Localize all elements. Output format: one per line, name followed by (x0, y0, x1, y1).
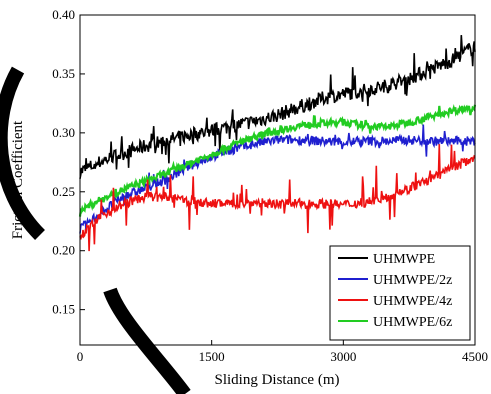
x-tick-label: 3000 (330, 349, 356, 364)
series-layer (78, 35, 477, 252)
y-tick-label: 0.40 (52, 7, 75, 22)
legend: UHMWPE UHMWPE/2z UHMWPE/4z UHMWPE/6z (329, 245, 471, 341)
plot-area (78, 35, 477, 252)
y-tick-label: 0.25 (52, 184, 75, 199)
legend-label-3: UHMWPE/4z (373, 294, 452, 309)
axes-frame (79, 14, 476, 346)
y-tick-label: 0.30 (52, 125, 75, 140)
legend-label-4: UHMWPE/6z (373, 315, 452, 330)
series-line-2 (79, 124, 476, 234)
y-axis-title: Friction Coefficient (10, 120, 26, 239)
watermark-graphic (0, 66, 191, 394)
y-axis: 0.15 0.20 0.25 0.30 0.35 0.40 (52, 7, 85, 317)
series-line-4 (78, 104, 477, 217)
legend-box (329, 245, 471, 341)
legend-label-1: UHMWPE (373, 252, 435, 267)
legend-label-2: UHMWPE/2z (373, 273, 452, 288)
x-axis: 0 1500 3000 4500 (77, 340, 488, 364)
y-tick-label: 0.35 (52, 66, 75, 81)
series-line-1 (79, 35, 476, 179)
series-line-3 (79, 144, 476, 252)
x-tick-label: 4500 (462, 349, 488, 364)
x-tick-label: 1500 (199, 349, 225, 364)
x-tick-label: 0 (77, 349, 84, 364)
x-axis-title: Sliding Distance (m) (215, 372, 340, 388)
y-tick-label: 0.20 (52, 243, 75, 258)
y-tick-label: 0.15 (52, 302, 75, 317)
